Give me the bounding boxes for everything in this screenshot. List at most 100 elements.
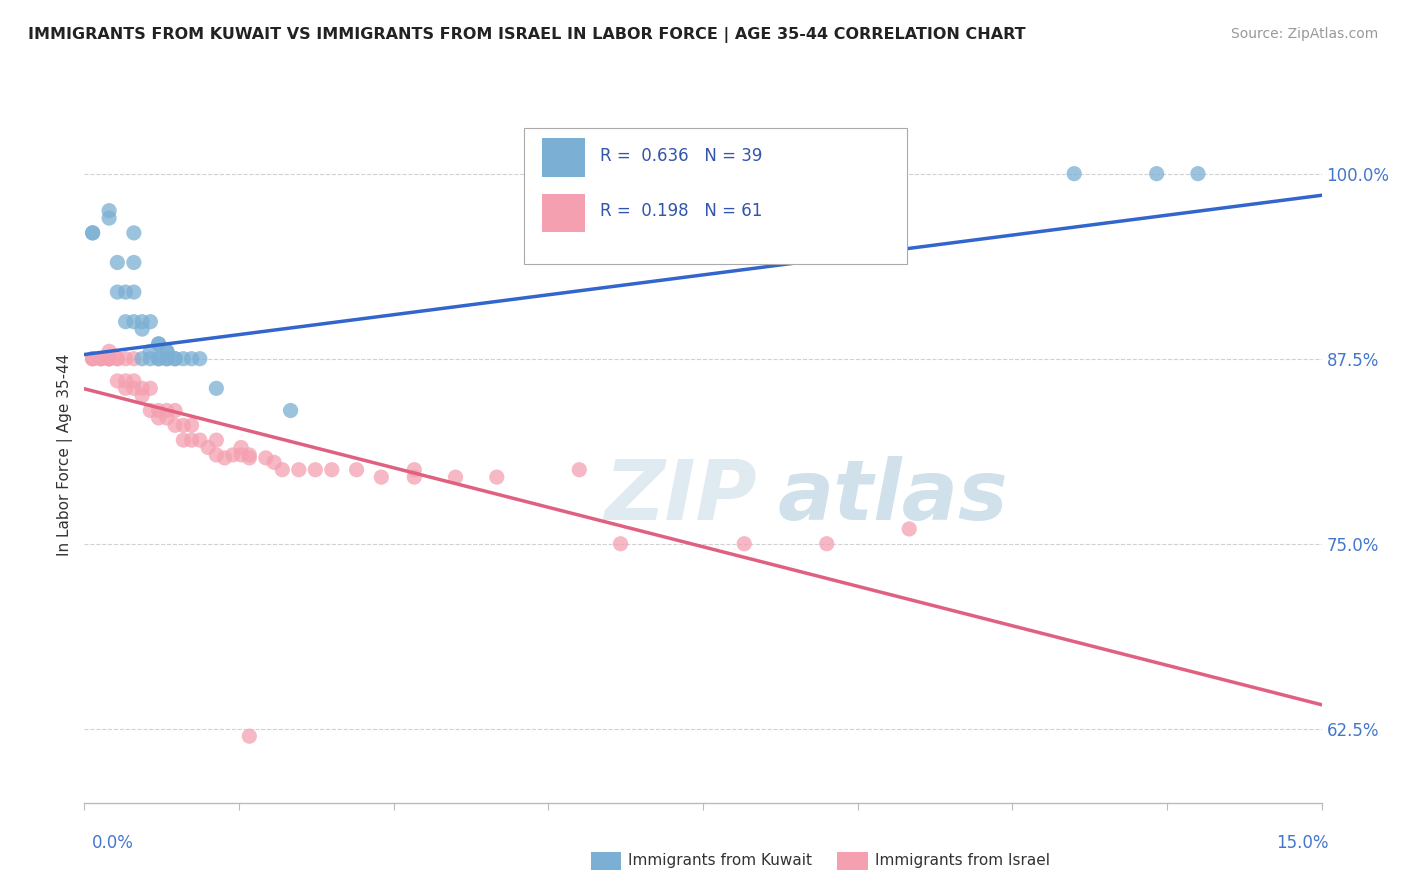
- Point: [131, 389, 153, 403]
- Point: [568, 167, 591, 181]
- Point: [304, 463, 326, 477]
- Point: [815, 167, 838, 181]
- Point: [131, 322, 153, 336]
- Point: [98, 351, 121, 366]
- Point: [82, 226, 104, 240]
- Point: [156, 403, 179, 417]
- Point: [271, 463, 294, 477]
- Text: atlas: atlas: [778, 456, 1008, 537]
- Point: [165, 351, 187, 366]
- Point: [122, 315, 145, 329]
- Point: [229, 441, 252, 455]
- Point: [321, 463, 343, 477]
- Point: [485, 470, 508, 484]
- Point: [180, 418, 202, 433]
- Point: [148, 351, 170, 366]
- Point: [148, 337, 170, 351]
- Point: [82, 351, 104, 366]
- Point: [609, 537, 631, 551]
- Point: [214, 450, 236, 465]
- Point: [733, 537, 755, 551]
- Text: ZIP: ZIP: [605, 456, 756, 537]
- Point: [98, 203, 121, 218]
- Point: [114, 315, 136, 329]
- Text: 0.0%: 0.0%: [91, 834, 134, 852]
- Point: [90, 351, 112, 366]
- Point: [148, 411, 170, 425]
- Point: [898, 522, 921, 536]
- Point: [105, 374, 128, 388]
- Point: [1146, 167, 1168, 181]
- Point: [404, 470, 426, 484]
- Point: [205, 448, 228, 462]
- Point: [98, 351, 121, 366]
- Point: [815, 537, 838, 551]
- Point: [122, 381, 145, 395]
- Point: [156, 351, 179, 366]
- Point: [165, 418, 187, 433]
- Point: [131, 381, 153, 395]
- Point: [238, 448, 260, 462]
- Point: [122, 285, 145, 299]
- Point: [148, 351, 170, 366]
- Point: [98, 211, 121, 225]
- Point: [98, 351, 121, 366]
- Point: [444, 470, 467, 484]
- Point: [238, 450, 260, 465]
- Point: [82, 226, 104, 240]
- Point: [180, 351, 202, 366]
- Text: 15.0%: 15.0%: [1277, 834, 1329, 852]
- Point: [131, 315, 153, 329]
- Point: [105, 351, 128, 366]
- Point: [165, 351, 187, 366]
- Point: [148, 337, 170, 351]
- Point: [122, 374, 145, 388]
- Point: [105, 255, 128, 269]
- Point: [197, 441, 219, 455]
- Point: [156, 344, 179, 359]
- Point: [156, 411, 179, 425]
- Point: [114, 374, 136, 388]
- Point: [568, 463, 591, 477]
- Text: R =  0.636   N = 39: R = 0.636 N = 39: [600, 147, 762, 165]
- Point: [288, 463, 311, 477]
- Point: [172, 351, 194, 366]
- Point: [122, 351, 145, 366]
- Y-axis label: In Labor Force | Age 35-44: In Labor Force | Age 35-44: [58, 354, 73, 556]
- Point: [205, 433, 228, 447]
- Point: [254, 450, 277, 465]
- Point: [98, 344, 121, 359]
- Point: [148, 403, 170, 417]
- Text: Immigrants from Israel: Immigrants from Israel: [875, 854, 1049, 868]
- FancyBboxPatch shape: [543, 138, 585, 177]
- Point: [404, 463, 426, 477]
- Point: [165, 403, 187, 417]
- Point: [263, 455, 285, 469]
- Point: [139, 381, 162, 395]
- FancyBboxPatch shape: [523, 128, 907, 263]
- Text: Source: ZipAtlas.com: Source: ZipAtlas.com: [1230, 27, 1378, 41]
- Point: [172, 418, 194, 433]
- Point: [114, 351, 136, 366]
- Point: [346, 463, 368, 477]
- Point: [90, 351, 112, 366]
- Text: R =  0.198   N = 61: R = 0.198 N = 61: [600, 202, 762, 220]
- Point: [114, 381, 136, 395]
- Point: [280, 403, 302, 417]
- Text: Immigrants from Kuwait: Immigrants from Kuwait: [628, 854, 813, 868]
- Point: [1187, 167, 1209, 181]
- Point: [139, 315, 162, 329]
- Point: [172, 433, 194, 447]
- Point: [105, 285, 128, 299]
- FancyBboxPatch shape: [543, 194, 585, 232]
- Point: [222, 448, 245, 462]
- Point: [156, 344, 179, 359]
- Point: [188, 433, 211, 447]
- Point: [229, 448, 252, 462]
- Point: [180, 433, 202, 447]
- Point: [370, 470, 392, 484]
- Point: [122, 255, 145, 269]
- Point: [156, 351, 179, 366]
- Point: [82, 351, 104, 366]
- Point: [114, 285, 136, 299]
